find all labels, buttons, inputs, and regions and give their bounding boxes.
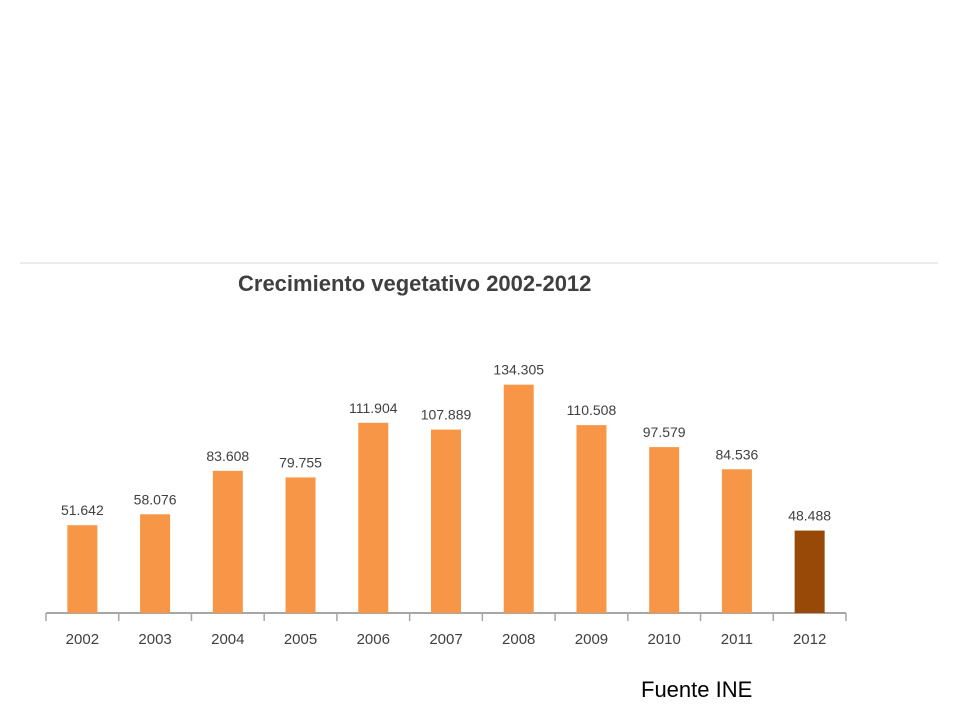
x-tick-label-2011: 2011 (721, 631, 753, 648)
x-tick-label-2004: 2004 (211, 631, 244, 648)
x-tick-label-2005: 2005 (284, 631, 317, 648)
bar-2002 (67, 525, 98, 613)
data-label-2010: 97.579 (643, 424, 686, 440)
bar-2010 (649, 447, 680, 613)
bar-2004 (212, 470, 243, 613)
source-note: Fuente INE (641, 677, 753, 702)
data-label-2012: 48.488 (788, 508, 831, 524)
bar-2012 (794, 530, 825, 613)
data-label-2006: 111.904 (349, 400, 398, 416)
data-label-2002: 51.642 (61, 502, 104, 518)
data-label-2005: 79.755 (279, 454, 322, 470)
x-tick-label-2002: 2002 (66, 631, 99, 648)
bar-2007 (431, 429, 461, 613)
data-label-2009: 110.508 (567, 402, 617, 418)
bar-2005 (285, 477, 316, 613)
data-label-2008: 134.305 (493, 362, 544, 378)
chart-title: Crecimiento vegetativo 2002-2012 (238, 271, 592, 296)
x-tick-label-2009: 2009 (575, 631, 608, 648)
data-label-2004: 83.608 (206, 448, 249, 464)
x-tick-label-2012: 2012 (793, 631, 826, 648)
bar-2009 (576, 425, 607, 613)
data-label-2007: 107.889 (421, 407, 472, 423)
x-tick-label-2007: 2007 (429, 631, 462, 648)
data-label-2003: 58.076 (134, 491, 177, 507)
x-tick-label-2008: 2008 (502, 631, 535, 648)
x-tick-label-2006: 2006 (357, 631, 390, 648)
bar-2008 (503, 384, 534, 613)
section-divider (20, 262, 938, 264)
bar-2006 (358, 422, 389, 613)
data-label-2011: 84.536 (715, 446, 758, 462)
bar-2003 (140, 514, 171, 613)
x-tick-label-2010: 2010 (647, 631, 680, 648)
x-tick-label-2003: 2003 (138, 631, 171, 648)
bar-2011 (721, 469, 752, 613)
